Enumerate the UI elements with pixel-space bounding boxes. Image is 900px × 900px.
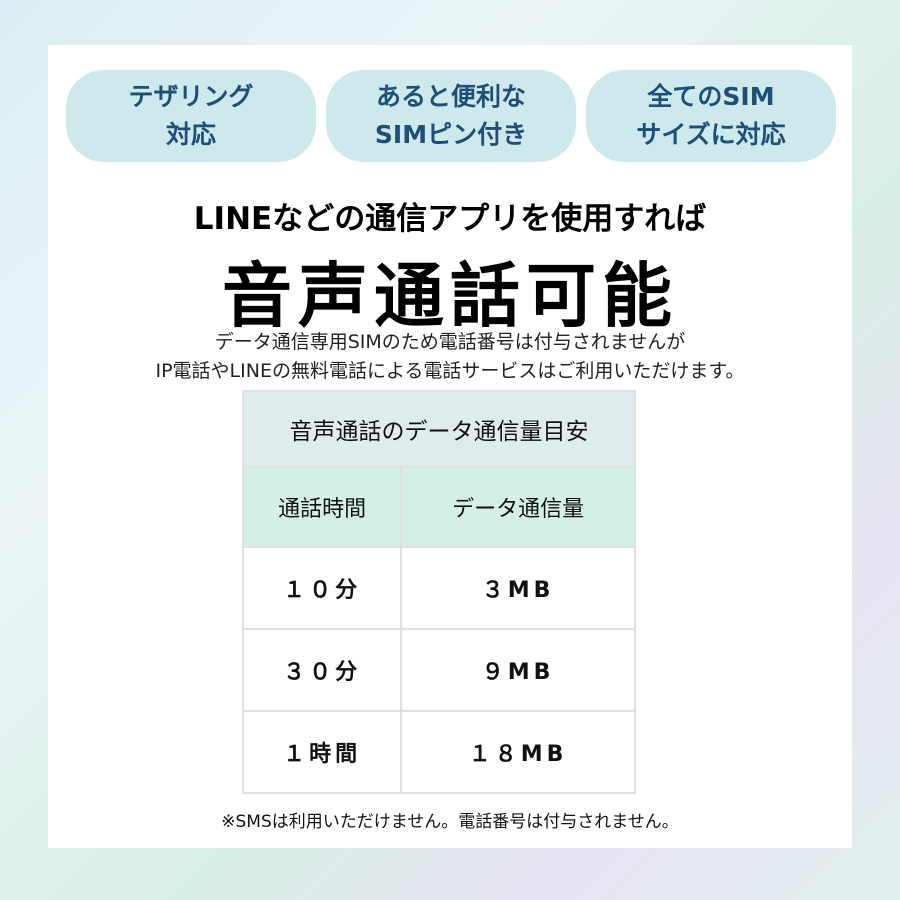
feature-line: サイズに対応: [636, 120, 786, 149]
headline-sub: LINEなどの通信アプリを使用すれば: [193, 201, 707, 237]
feature-line: あると便利な: [375, 82, 526, 111]
table-caption: 音声通話のデータ通信量目安: [242, 390, 636, 468]
feature-badge-sim-pin: あると便利な SIMピン付き: [326, 70, 576, 162]
note-line-2: IP電話やLINEの無料電話による電話サービスはご利用いただけます。: [155, 360, 745, 382]
cell: ９MB: [400, 628, 636, 712]
feature-line: 対応: [165, 120, 216, 149]
footnote: ※SMSは利用いただけません。電話番号は付与されません。: [221, 812, 679, 832]
table-row: ３０分 ９MB: [241, 628, 636, 712]
cell: １８MB: [400, 710, 636, 794]
cell: ３０分: [241, 628, 403, 712]
column-header: データ通信量: [400, 466, 636, 548]
cell: １０分: [241, 546, 403, 630]
feature-badge-sim-sizes: 全てのSIM サイズに対応: [586, 70, 836, 162]
table-row: １０分 ３MB: [241, 546, 636, 630]
content-panel: テザリング 対応 あると便利な SIMピン付き 全てのSIM サイズに対応 LI…: [48, 45, 852, 848]
cell: ３MB: [400, 546, 636, 630]
feature-badge-tethering: テザリング 対応: [66, 70, 316, 162]
data-usage-table: 音声通話のデータ通信量目安 通話時間 データ通信量 １０分 ３MB ３０分 ９M…: [241, 390, 636, 794]
headline-main: 音声通話可能: [222, 255, 678, 337]
feature-line: 全てのSIM: [647, 82, 775, 111]
feature-line: SIMピン付き: [374, 120, 528, 149]
column-header: 通話時間: [241, 466, 403, 548]
feature-line: テザリング: [128, 82, 254, 111]
cell: １時間: [241, 710, 403, 794]
note-line-1: データ通信専用SIMのため電話番号は付与されませんが: [214, 331, 686, 353]
table-row: １時間 １８MB: [241, 710, 636, 794]
